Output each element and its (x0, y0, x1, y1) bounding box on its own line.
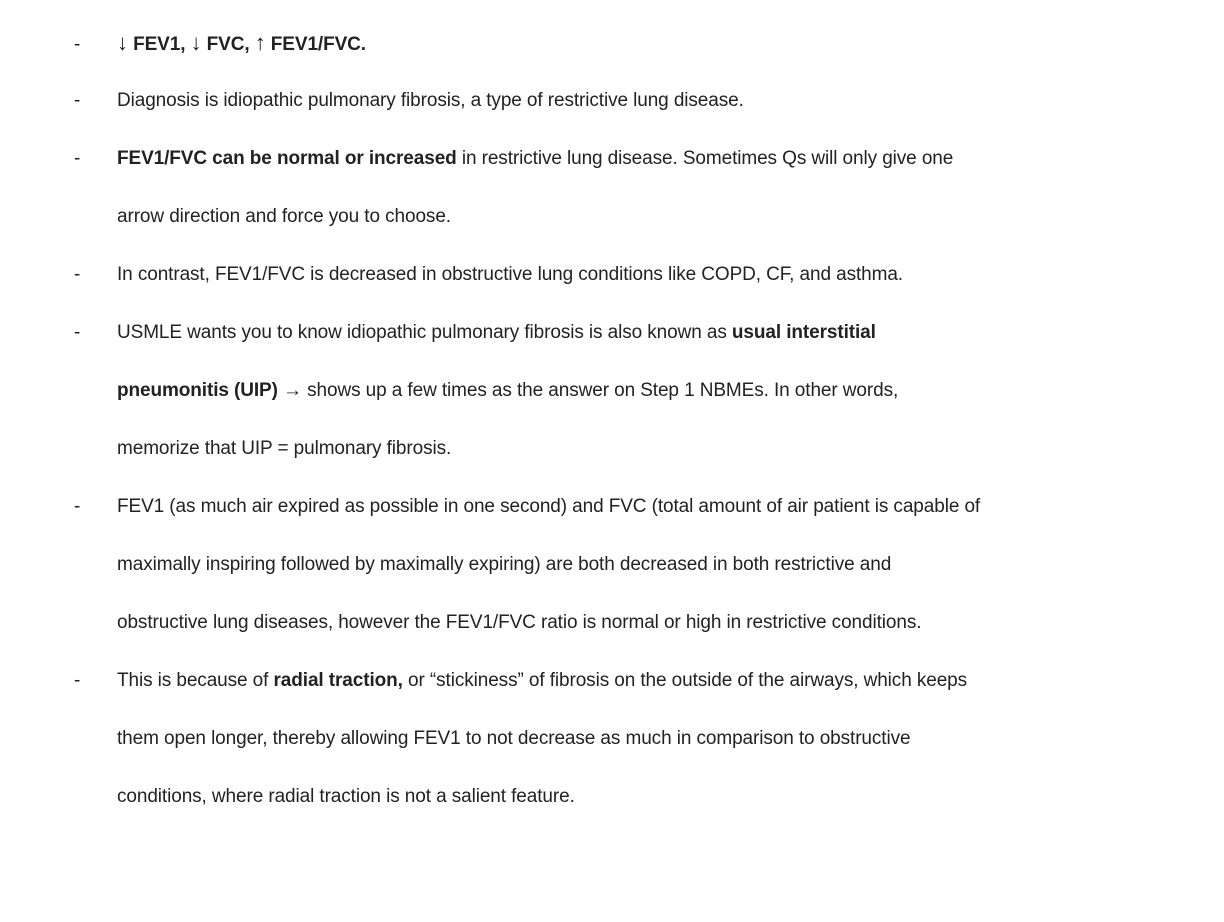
bullet-5-bold-b: pneumonitis (UIP) (117, 380, 278, 401)
bullet-7-bold: radial traction, (273, 670, 403, 691)
bullet-5-text-b: shows up a few times as the answer on St… (307, 380, 899, 401)
down-arrow-icon: ↓ (117, 30, 128, 55)
bullet-marker: - (74, 670, 81, 691)
bullet-marker: - (74, 322, 81, 343)
bullet-2-text: Diagnosis is idiopathic pulmonary fibros… (117, 90, 744, 111)
bullet-5-line-3: memorize that UIP = pulmonary fibrosis. (117, 438, 452, 459)
bullet-5-line-2: pneumonitis (UIP) → shows up a few times… (117, 362, 1217, 420)
bullet-7-text: This is because of (117, 670, 274, 691)
bullet-3: - FEV1/FVC can be normal or increased in … (74, 130, 1214, 188)
right-arrow-icon: → (277, 380, 308, 401)
bullet-1-text-b: FVC, (201, 34, 255, 55)
bullet-6-line-2: maximally inspiring followed by maximall… (117, 554, 892, 575)
bullet-7-text-b: or “stickiness” of fibrosis on the outsi… (402, 670, 968, 691)
bullet-3-bold: FEV1/FVC can be normal or increased (117, 148, 457, 169)
bullet-5-bold-a: usual interstitial (731, 322, 876, 343)
down-arrow-icon: ↓ (190, 30, 202, 55)
bullet-marker: - (74, 34, 81, 55)
bullet-1: - ↓ FEV1, ↓ FVC, ↑ FEV1/FVC. (74, 14, 1214, 72)
bullet-4: - In contrast, FEV1/FVC is decreased in o… (74, 246, 1214, 304)
bullet-marker: - (74, 496, 81, 517)
bullet-1-text-c: FEV1/FVC. (265, 34, 366, 55)
bullet-marker: - (74, 148, 81, 169)
bullet-7: - This is because of radial traction, or … (74, 652, 1214, 710)
bullet-5: - USMLE wants you to know idiopathic pulm… (74, 304, 1214, 362)
bullet-3-line-2: arrow direction and force you to choose. (117, 206, 451, 227)
bullet-3-text: in restrictive lung disease. Sometimes Q… (456, 148, 954, 169)
up-arrow-icon: ↑ (254, 30, 266, 55)
bullet-6: - FEV1 (as much air expired as possible i… (74, 478, 1214, 536)
bullet-2: - Diagnosis is idiopathic pulmonary fibro… (74, 72, 1214, 130)
bullet-6-text: FEV1 (as much air expired as possible in… (117, 496, 981, 517)
bullet-7-line-2: them open longer, thereby allowing FEV1 … (117, 728, 911, 749)
bullet-marker: - (74, 90, 81, 111)
bullet-marker: - (74, 264, 81, 285)
bullet-6-line-3: obstructive lung diseases, however the F… (117, 612, 922, 633)
bullet-1-text-a: FEV1, (127, 34, 191, 55)
bullet-4-text: In contrast, FEV1/FVC is decreased in ob… (117, 264, 903, 285)
bullet-5-text: USMLE wants you to know idiopathic pulmo… (117, 322, 732, 343)
bullet-7-line-3: conditions, where radial traction is not… (117, 786, 575, 807)
